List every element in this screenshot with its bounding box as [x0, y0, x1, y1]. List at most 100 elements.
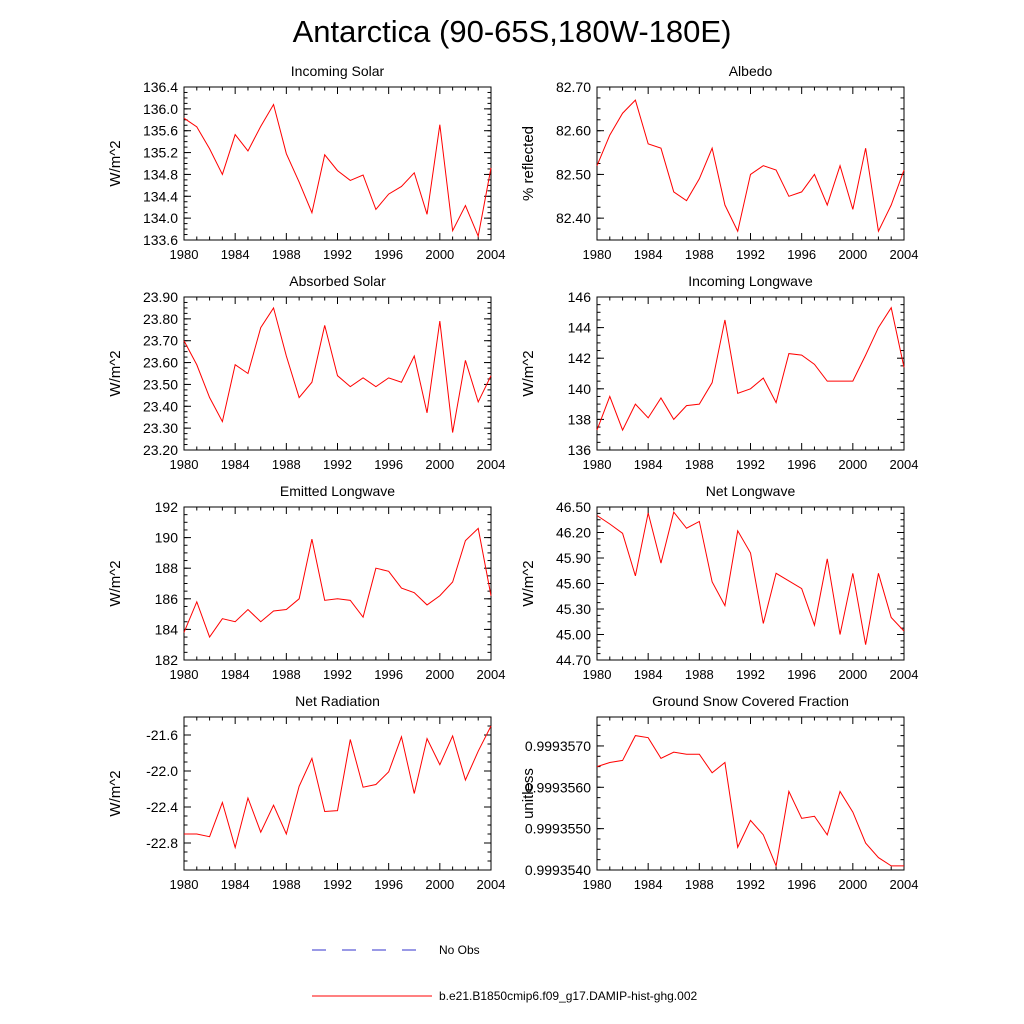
y-tick-label: 144	[568, 320, 592, 336]
y-tick-label: 146	[568, 289, 592, 305]
y-axis-label: % reflected	[520, 126, 537, 201]
x-tick-label: 1992	[323, 457, 352, 472]
x-tick-label: 1980	[583, 247, 612, 262]
y-tick-label: 23.90	[143, 289, 178, 305]
y-tick-label: 23.60	[143, 355, 178, 371]
x-tick-label: 1980	[170, 877, 199, 892]
y-tick-label: 23.40	[143, 398, 178, 414]
x-tick-label: 1992	[323, 247, 352, 262]
y-tick-label: 184	[155, 621, 179, 637]
x-tick-label: 2000	[425, 667, 454, 682]
x-tick-label: 1988	[272, 457, 301, 472]
legend: No Obs b.e21.B1850cmip6.f09_g17.DAMIP-hi…	[312, 943, 697, 1003]
plot-frame	[183, 506, 492, 661]
x-tick-label: 1984	[221, 877, 250, 892]
x-tick-label: 1988	[685, 667, 714, 682]
y-tick-label: 82.60	[556, 123, 591, 139]
panel-2: Albedo % reflected 1980 1984 1988 1992 1996 200…	[520, 63, 918, 262]
panel-title: Albedo	[729, 63, 773, 79]
x-tick-label: 2000	[425, 877, 454, 892]
x-tick-label: 1996	[374, 457, 403, 472]
series-line	[183, 306, 492, 433]
panel-title: Net Radiation	[295, 693, 380, 709]
x-tick-label: 1980	[170, 667, 199, 682]
x-tick-label: 1992	[323, 667, 352, 682]
x-tick-label: 1996	[787, 877, 816, 892]
x-tick-label: 2004	[477, 667, 506, 682]
y-tick-label: 23.80	[143, 311, 178, 327]
x-tick-label: 1984	[221, 457, 250, 472]
x-tick-label: 1980	[170, 457, 199, 472]
panel-title: Incoming Solar	[291, 63, 385, 79]
y-tick-label: 82.70	[556, 79, 591, 95]
panel-4: Incoming Longwave W/m^2 1980 1984 1988 1992 19…	[520, 273, 918, 472]
series-line	[596, 510, 905, 645]
x-tick-label: 1992	[736, 247, 765, 262]
y-tick-label: 23.30	[143, 420, 178, 436]
y-tick-label: 134.0	[143, 210, 178, 226]
x-tick-label: 1988	[685, 247, 714, 262]
series-line	[596, 306, 905, 432]
y-axis-label: W/m^2	[107, 140, 124, 186]
y-tick-label: 140	[568, 381, 592, 397]
x-tick-label: 2000	[425, 457, 454, 472]
legend-model-label: b.e21.B1850cmip6.f09_g17.DAMIP-hist-ghg.…	[439, 989, 697, 1003]
y-tick-label: 136	[568, 442, 592, 458]
x-tick-label: 1980	[583, 667, 612, 682]
y-tick-label: 142	[568, 350, 592, 366]
y-tick-label: 45.90	[556, 550, 591, 566]
x-tick-label: 1984	[634, 457, 663, 472]
y-tick-label: 0.9993540	[525, 862, 591, 878]
y-tick-label: 0.9993570	[525, 738, 591, 754]
x-tick-label: 1984	[634, 667, 663, 682]
x-tick-label: 2004	[477, 247, 506, 262]
panel-1: Incoming Solar W/m^2 1980 1984 1988 1992 1996 2…	[107, 63, 505, 262]
y-axis-label: unitless	[520, 768, 537, 819]
x-tick-label: 2004	[477, 457, 506, 472]
series-line	[183, 103, 492, 238]
series-line	[596, 735, 904, 868]
x-tick-label: 1988	[685, 457, 714, 472]
x-tick-label: 1996	[374, 667, 403, 682]
x-tick-label: 2000	[838, 457, 867, 472]
panel-5: Emitted Longwave W/m^2 1980 1984 1988 1992 199…	[107, 483, 505, 682]
panel-title: Net Longwave	[706, 483, 796, 499]
y-axis-label: W/m^2	[107, 560, 124, 606]
y-tick-label: 46.20	[556, 525, 591, 541]
legend-no-obs-label: No Obs	[439, 943, 480, 957]
y-tick-label: 190	[155, 530, 179, 546]
y-tick-label: 45.30	[556, 601, 591, 617]
x-tick-label: 2004	[890, 247, 919, 262]
x-tick-label: 2000	[838, 877, 867, 892]
y-tick-label: 44.70	[556, 652, 591, 668]
x-tick-label: 2000	[425, 247, 454, 262]
y-tick-label: -22.0	[146, 763, 178, 779]
x-tick-label: 1984	[634, 247, 663, 262]
x-tick-label: 2004	[890, 877, 919, 892]
y-tick-label: 45.60	[556, 576, 591, 592]
panel-title: Ground Snow Covered Fraction	[652, 693, 849, 709]
x-tick-label: 1996	[374, 247, 403, 262]
x-tick-label: 1988	[272, 247, 301, 262]
x-tick-label: 2000	[838, 667, 867, 682]
x-tick-label: 1996	[374, 877, 403, 892]
y-tick-label: 182	[155, 652, 179, 668]
x-tick-label: 1980	[583, 457, 612, 472]
y-tick-label: 135.2	[143, 145, 178, 161]
x-tick-label: 1996	[787, 457, 816, 472]
y-tick-label: -22.8	[146, 835, 178, 851]
y-tick-label: 186	[155, 591, 179, 607]
y-tick-label: 82.50	[556, 166, 591, 182]
panel-title: Emitted Longwave	[280, 483, 395, 499]
x-tick-label: 1984	[634, 877, 663, 892]
x-tick-label: 1980	[170, 247, 199, 262]
series-line	[596, 99, 905, 233]
figure-title: Antarctica (90-65S,180W-180E)	[293, 14, 732, 49]
x-tick-label: 2000	[838, 247, 867, 262]
y-tick-label: 192	[155, 499, 179, 515]
panel-3: Absorbed Solar W/m^2 1980 1984 1988 1992 1996 2…	[107, 273, 505, 472]
x-tick-label: 2004	[890, 667, 919, 682]
x-tick-label: 2004	[890, 457, 919, 472]
plot-frame	[596, 716, 905, 871]
